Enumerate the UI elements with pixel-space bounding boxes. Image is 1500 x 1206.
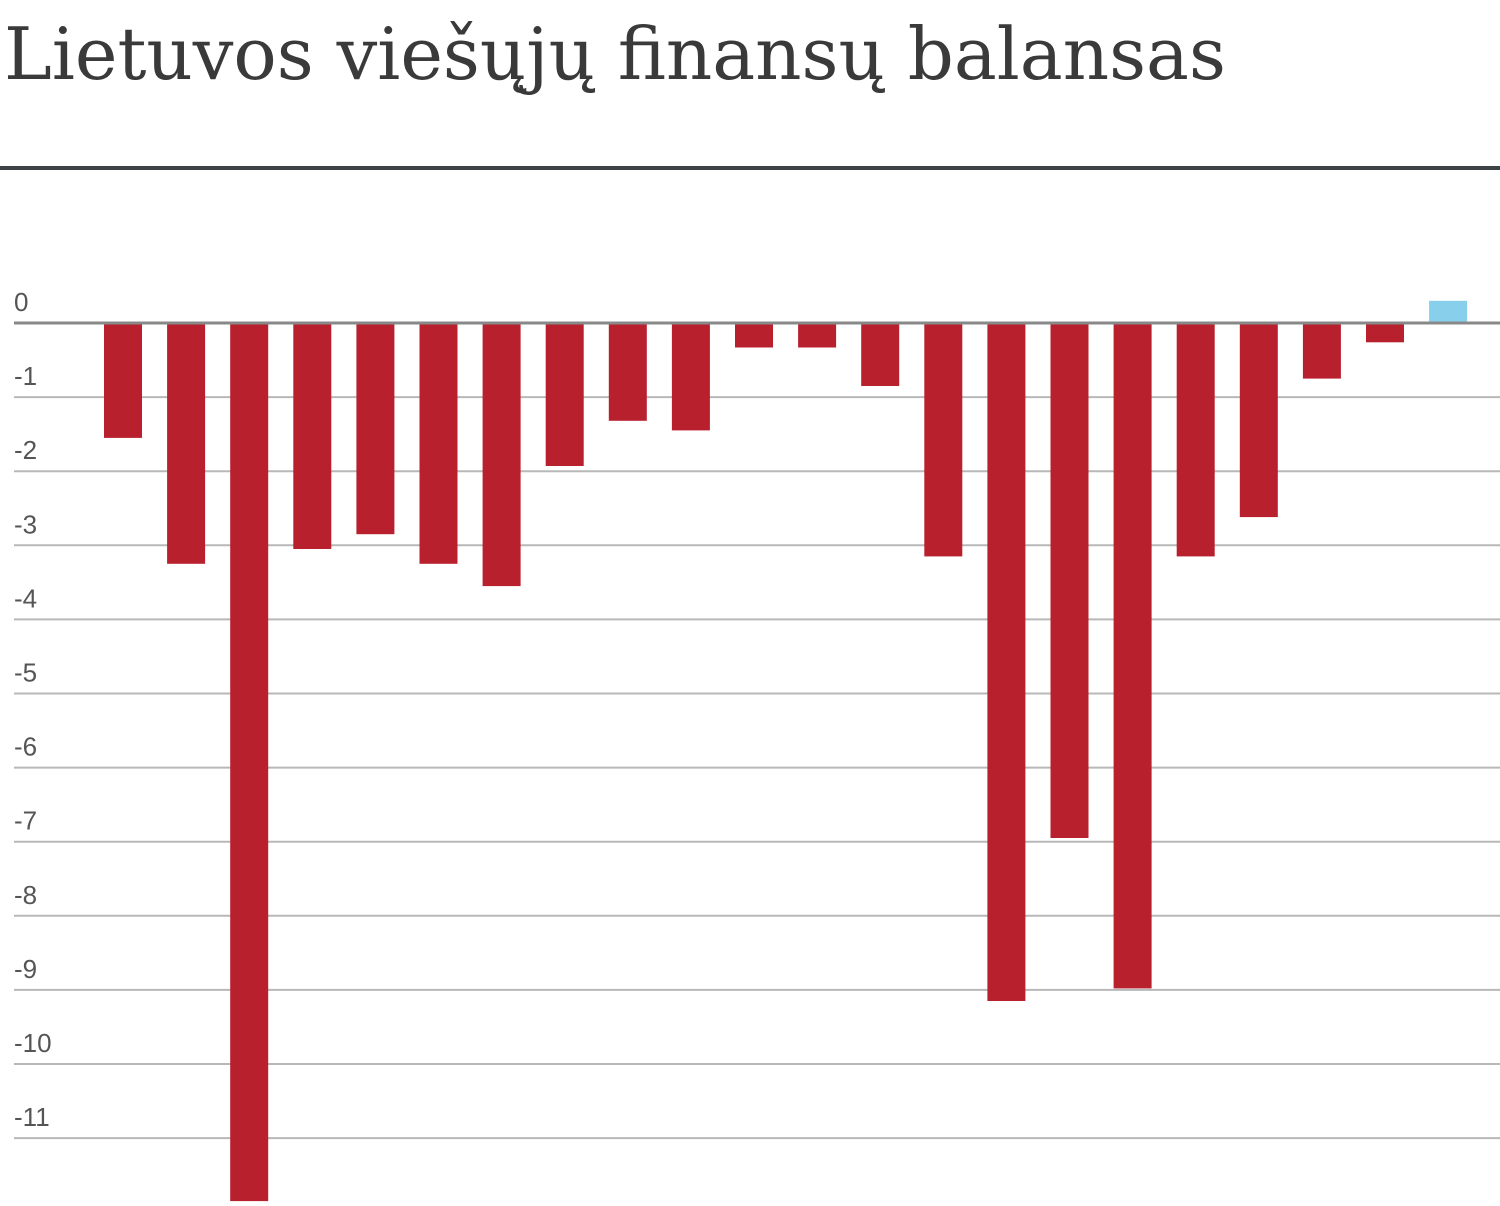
- bar: [1239, 323, 1278, 518]
- y-tick-label: -4: [14, 583, 37, 613]
- bar: [924, 323, 963, 557]
- bar: [167, 323, 206, 564]
- y-tick-label: -7: [14, 806, 37, 836]
- title-divider: [0, 166, 1500, 170]
- y-tick-label: -3: [14, 509, 37, 539]
- bar: [1366, 323, 1404, 343]
- bar: [545, 323, 584, 466]
- y-tick-label: -8: [14, 880, 37, 910]
- y-tick-label: -11: [14, 1102, 50, 1132]
- bar: [798, 323, 837, 348]
- bar: [356, 323, 395, 535]
- bar: [861, 323, 900, 386]
- y-tick-labels: 0 -1 -2 -3 -4 -5 -6 -7 -8 -9 -10 -11: [14, 287, 52, 1132]
- bar: [230, 323, 269, 1202]
- bar: [671, 323, 710, 431]
- bar: [735, 323, 773, 348]
- bar: [419, 323, 458, 564]
- y-tick-label: -2: [14, 435, 37, 465]
- bar: [1302, 323, 1341, 379]
- bar: [293, 323, 332, 549]
- chart-title: Lietuvos viešųjų finansų balansas: [4, 12, 1226, 96]
- y-tick-label: -6: [14, 732, 37, 762]
- y-tick-label: -9: [14, 954, 37, 984]
- bar: [987, 323, 1026, 1001]
- y-tick-label: -5: [14, 658, 37, 688]
- bar: [1050, 323, 1089, 838]
- bar: [1113, 323, 1152, 989]
- bar: [608, 323, 647, 421]
- y-tick-label: 0: [14, 287, 28, 317]
- y-tick-label: -1: [14, 361, 37, 391]
- bar: [482, 323, 521, 587]
- bar: [1429, 300, 1468, 323]
- y-tick-label: -10: [14, 1028, 52, 1058]
- bar: [104, 323, 142, 438]
- bars: [104, 300, 1468, 1202]
- bar: [1176, 323, 1215, 557]
